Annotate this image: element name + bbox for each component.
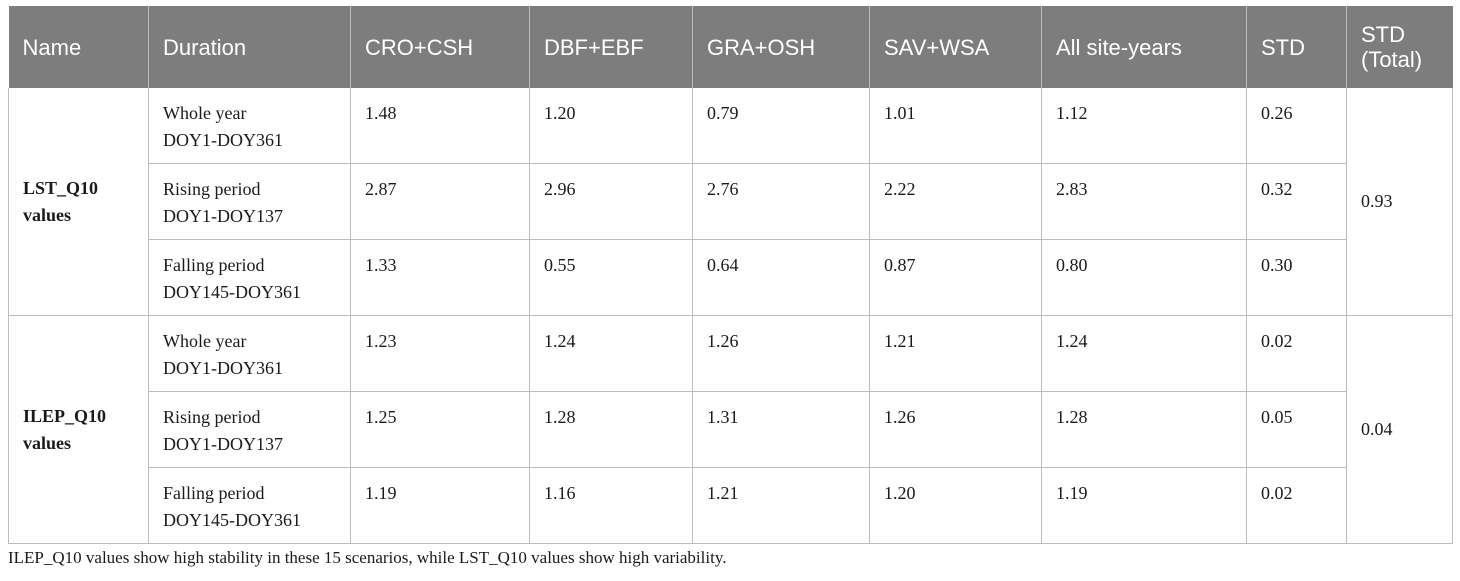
- value-std: 0.30: [1246, 239, 1347, 316]
- value-dbf-ebf: 1.16: [529, 467, 693, 544]
- table-footnote: ILEP_Q10 values show high stability in t…: [8, 548, 727, 567]
- value-cro-csh: 1.48: [350, 88, 530, 164]
- value-std: 0.32: [1246, 163, 1347, 240]
- value-cro-csh: 1.19: [350, 467, 530, 544]
- value-sav-wsa: 0.87: [869, 239, 1042, 316]
- header-sav-wsa: SAV+WSA: [869, 6, 1042, 88]
- duration-cell: Falling period DOY145-DOY361: [148, 239, 351, 316]
- value-cro-csh: 1.25: [350, 391, 530, 468]
- value-sav-wsa: 2.22: [869, 163, 1042, 240]
- value-cro-csh: 1.23: [350, 315, 530, 392]
- group-name-line1: ILEP_Q10: [23, 405, 107, 426]
- value-std: 0.02: [1246, 467, 1347, 544]
- duration-label: Rising period: [163, 407, 261, 427]
- header-cro-csh: CRO+CSH: [350, 6, 530, 88]
- group-name-line2: values: [23, 204, 72, 225]
- duration-cell: Rising period DOY1-DOY137: [148, 163, 351, 240]
- duration-label: Rising period: [163, 179, 261, 199]
- header-name: Name: [8, 6, 149, 88]
- value-gra-osh: 1.21: [692, 467, 870, 544]
- value-gra-osh: 0.64: [692, 239, 870, 316]
- value-sav-wsa: 1.01: [869, 88, 1042, 164]
- duration-range: DOY145-DOY361: [163, 282, 301, 302]
- value-gra-osh: 1.26: [692, 315, 870, 392]
- header-gra-osh: GRA+OSH: [692, 6, 870, 88]
- header-duration: Duration: [148, 6, 351, 88]
- value-std-total-ilep: 0.04: [1346, 315, 1453, 544]
- duration-cell: Whole year DOY1-DOY361: [148, 88, 351, 164]
- value-cro-csh: 2.87: [350, 163, 530, 240]
- duration-label: Whole year: [163, 103, 247, 123]
- value-all-site-years: 0.80: [1041, 239, 1247, 316]
- header-all-site-years: All site-years: [1041, 6, 1247, 88]
- value-std: 0.26: [1246, 88, 1347, 164]
- value-gra-osh: 1.31: [692, 391, 870, 468]
- duration-cell: Falling period DOY145-DOY361: [148, 467, 351, 544]
- table-row: Rising period DOY1-DOY137 2.87 2.96 2.76…: [9, 163, 1453, 240]
- q10-values-table: Name Duration CRO+CSH DBF+EBF GRA+OSH SA…: [8, 6, 1453, 544]
- table-row: ILEP_Q10 values Whole year DOY1-DOY361 1…: [8, 315, 1453, 544]
- value-sav-wsa: 1.20: [869, 467, 1042, 544]
- table-row: Falling period DOY145-DOY361 1.19 1.16 1…: [9, 467, 1453, 544]
- value-std-total-lst: 0.93: [1346, 88, 1453, 316]
- value-std: 0.05: [1246, 391, 1347, 468]
- value-dbf-ebf: 1.20: [529, 88, 693, 164]
- group-name-lst: LST_Q10 values: [8, 88, 149, 316]
- group-name-line1: LST_Q10: [23, 177, 99, 198]
- duration-range: DOY145-DOY361: [163, 510, 301, 530]
- header-std-total-line2: (Total): [1361, 47, 1423, 72]
- header-std-total-line1: STD: [1361, 22, 1405, 47]
- duration-label: Whole year: [163, 331, 247, 351]
- duration-cell: Whole year DOY1-DOY361: [148, 315, 351, 392]
- header-row: Name Duration CRO+CSH DBF+EBF GRA+OSH SA…: [8, 6, 1453, 88]
- value-all-site-years: 1.28: [1041, 391, 1247, 468]
- value-sav-wsa: 1.26: [869, 391, 1042, 468]
- group-name-ilep: ILEP_Q10 values: [8, 315, 149, 544]
- group-name-line2: values: [23, 432, 72, 453]
- header-std: STD: [1246, 6, 1347, 88]
- duration-label: Falling period: [163, 483, 265, 503]
- duration-range: DOY1-DOY137: [163, 434, 283, 454]
- table-row: LST_Q10 values Whole year DOY1-DOY361 1.…: [8, 88, 1453, 316]
- header-std-total: STD (Total): [1346, 6, 1453, 88]
- table-container: Name Duration CRO+CSH DBF+EBF GRA+OSH SA…: [8, 6, 1453, 544]
- value-dbf-ebf: 0.55: [529, 239, 693, 316]
- value-dbf-ebf: 1.24: [529, 315, 693, 392]
- duration-label: Falling period: [163, 255, 265, 275]
- value-std: 0.02: [1246, 315, 1347, 392]
- value-dbf-ebf: 1.28: [529, 391, 693, 468]
- duration-range: DOY1-DOY361: [163, 358, 283, 378]
- value-gra-osh: 2.76: [692, 163, 870, 240]
- value-sav-wsa: 1.21: [869, 315, 1042, 392]
- value-dbf-ebf: 2.96: [529, 163, 693, 240]
- header-dbf-ebf: DBF+EBF: [529, 6, 693, 88]
- duration-range: DOY1-DOY361: [163, 130, 283, 150]
- duration-cell: Rising period DOY1-DOY137: [148, 391, 351, 468]
- table-row: Falling period DOY145-DOY361 1.33 0.55 0…: [9, 239, 1453, 316]
- table-row: Rising period DOY1-DOY137 1.25 1.28 1.31…: [9, 391, 1453, 468]
- value-all-site-years: 1.19: [1041, 467, 1247, 544]
- value-gra-osh: 0.79: [692, 88, 870, 164]
- value-all-site-years: 1.12: [1041, 88, 1247, 164]
- value-all-site-years: 1.24: [1041, 315, 1247, 392]
- value-cro-csh: 1.33: [350, 239, 530, 316]
- value-all-site-years: 2.83: [1041, 163, 1247, 240]
- duration-range: DOY1-DOY137: [163, 206, 283, 226]
